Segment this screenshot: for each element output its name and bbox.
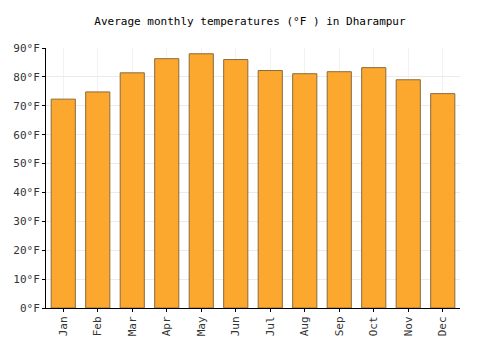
- svg-text:50°F: 50°F: [13, 157, 40, 170]
- svg-text:40°F: 40°F: [13, 186, 40, 199]
- svg-text:Apr: Apr: [160, 316, 173, 336]
- svg-text:Oct: Oct: [367, 316, 380, 336]
- svg-text:Sep: Sep: [333, 316, 346, 336]
- svg-text:May: May: [195, 316, 208, 336]
- svg-text:20°F: 20°F: [13, 244, 40, 257]
- svg-text:Jul: Jul: [264, 316, 277, 336]
- svg-text:Dec: Dec: [436, 316, 449, 336]
- svg-text:30°F: 30°F: [13, 215, 40, 228]
- svg-text:Mar: Mar: [126, 316, 139, 336]
- svg-text:70°F: 70°F: [13, 100, 40, 113]
- svg-text:Nov: Nov: [402, 316, 415, 336]
- svg-text:90°F: 90°F: [13, 42, 40, 55]
- svg-text:Aug: Aug: [298, 316, 311, 336]
- svg-text:Jan: Jan: [57, 316, 70, 336]
- svg-text:60°F: 60°F: [13, 129, 40, 142]
- svg-text:80°F: 80°F: [13, 71, 40, 84]
- svg-text:Jun: Jun: [229, 316, 242, 336]
- svg-text:0°F: 0°F: [20, 302, 40, 315]
- svg-text:Average monthly temperatures (: Average monthly temperatures (°F ) in Dh…: [94, 15, 406, 28]
- svg-text:10°F: 10°F: [13, 273, 40, 286]
- svg-text:Feb: Feb: [91, 316, 104, 336]
